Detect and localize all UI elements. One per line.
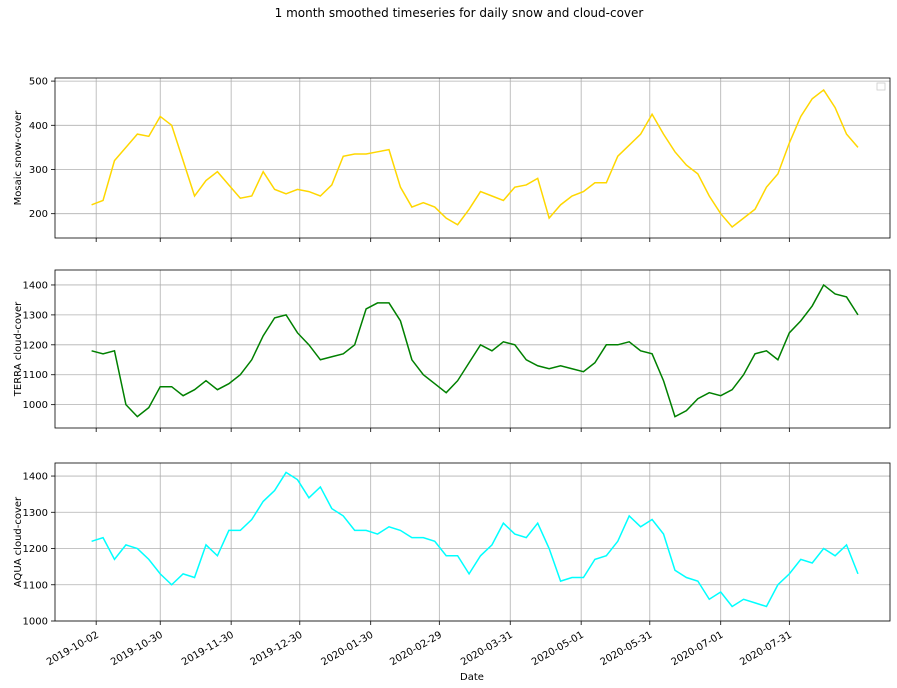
y-tick-label: 1300 xyxy=(23,508,48,519)
y-tick-label: 500 xyxy=(29,77,48,88)
y-axis-label: TERRA cloud-cover xyxy=(13,301,24,397)
x-tick-label: 2019-10-02 xyxy=(45,630,101,669)
y-tick-label: 1000 xyxy=(23,617,48,628)
y-tick-label: 1100 xyxy=(23,580,48,591)
x-tick-label: 2020-07-01 xyxy=(670,630,726,669)
legend-box xyxy=(876,82,886,91)
data-line xyxy=(91,471,859,608)
plot-frame xyxy=(54,462,891,622)
y-tick-label: 1100 xyxy=(23,370,48,381)
y-tick-label: 1300 xyxy=(23,310,48,321)
y-tick-label: 400 xyxy=(29,121,48,132)
y-tick-label: 1000 xyxy=(23,400,48,411)
plot-frame xyxy=(54,269,891,429)
x-tick-label: 2019-12-30 xyxy=(249,630,305,669)
x-axis-label: Date xyxy=(460,672,484,683)
x-tick-label: 2019-11-30 xyxy=(180,630,236,669)
x-tick-label: 2020-05-31 xyxy=(599,630,655,669)
x-tick-label: 2020-05-01 xyxy=(530,630,586,669)
x-tick-label: 2020-02-29 xyxy=(388,630,444,669)
y-tick-label: 1200 xyxy=(23,544,48,555)
data-line xyxy=(91,88,859,228)
x-tick-label: 2020-01-30 xyxy=(320,630,376,669)
y-axis-label: AQUA cloud-cover xyxy=(13,496,24,587)
plot-frame xyxy=(54,77,891,239)
y-tick-label: 300 xyxy=(29,165,48,176)
x-tick-label: 2020-07-31 xyxy=(738,630,794,669)
y-axis-label: Mosaic snow-cover xyxy=(13,110,24,206)
figure-title: 1 month smoothed timeseries for daily sn… xyxy=(275,6,644,20)
x-tick-label: 2019-10-30 xyxy=(109,630,165,669)
y-tick-label: 200 xyxy=(29,209,48,220)
data-line xyxy=(91,283,859,418)
x-tick-label: 2020-03-31 xyxy=(459,630,515,669)
y-tick-label: 1400 xyxy=(23,472,48,483)
y-tick-label: 1400 xyxy=(23,280,48,291)
y-tick-label: 1200 xyxy=(23,340,48,351)
